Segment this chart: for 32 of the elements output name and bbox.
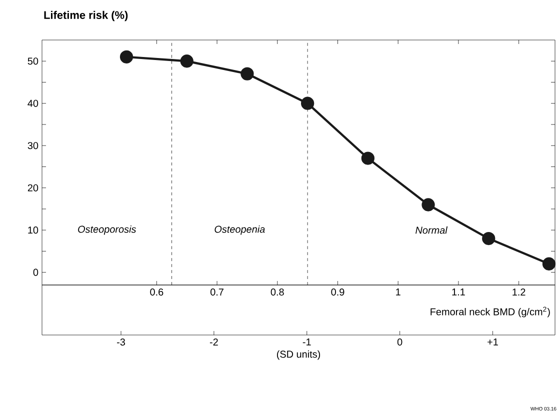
annotation: Osteoporosis xyxy=(78,225,136,235)
annotation: Osteopenia xyxy=(214,225,265,235)
y-tick-label: 40 xyxy=(28,100,38,107)
x-tick-label: 0.9 xyxy=(331,288,344,296)
y-tick-label: 20 xyxy=(28,184,38,192)
x-tick-label: 0.6 xyxy=(150,288,164,296)
point xyxy=(240,67,254,80)
point xyxy=(361,152,374,165)
y-tick-label: 0 xyxy=(33,268,38,276)
point xyxy=(422,198,435,212)
x2-tick-label: 0 xyxy=(397,338,402,346)
point xyxy=(300,96,314,110)
point xyxy=(542,257,556,270)
x-tick-label: 1.1 xyxy=(452,288,465,296)
x2-tick-label: -1 xyxy=(302,338,311,346)
y-tick-label: 30 xyxy=(28,142,38,150)
point xyxy=(180,54,194,68)
point xyxy=(120,50,134,64)
x2-tick-label: -3 xyxy=(117,338,125,346)
x-tick-label: 0.8 xyxy=(270,288,284,296)
x-tick-label: 0.7 xyxy=(210,288,224,296)
x2-axis-title: (SD units) xyxy=(276,350,320,360)
y-tick-label: 50 xyxy=(28,58,38,65)
x-tick-label: 1.2 xyxy=(512,288,526,296)
x-axis-title: Femoral neck BMD (g/cm$^{2}$) xyxy=(430,306,550,318)
x-tick-label: 1 xyxy=(396,288,400,296)
x2-tick-label: -2 xyxy=(210,338,218,346)
y-axis-title: Lifetime risk (%) xyxy=(44,10,128,22)
point xyxy=(482,232,496,246)
y-tick-label: 10 xyxy=(28,226,38,234)
x2-tick-label: +1 xyxy=(488,338,498,346)
annotation: Normal xyxy=(416,226,448,234)
